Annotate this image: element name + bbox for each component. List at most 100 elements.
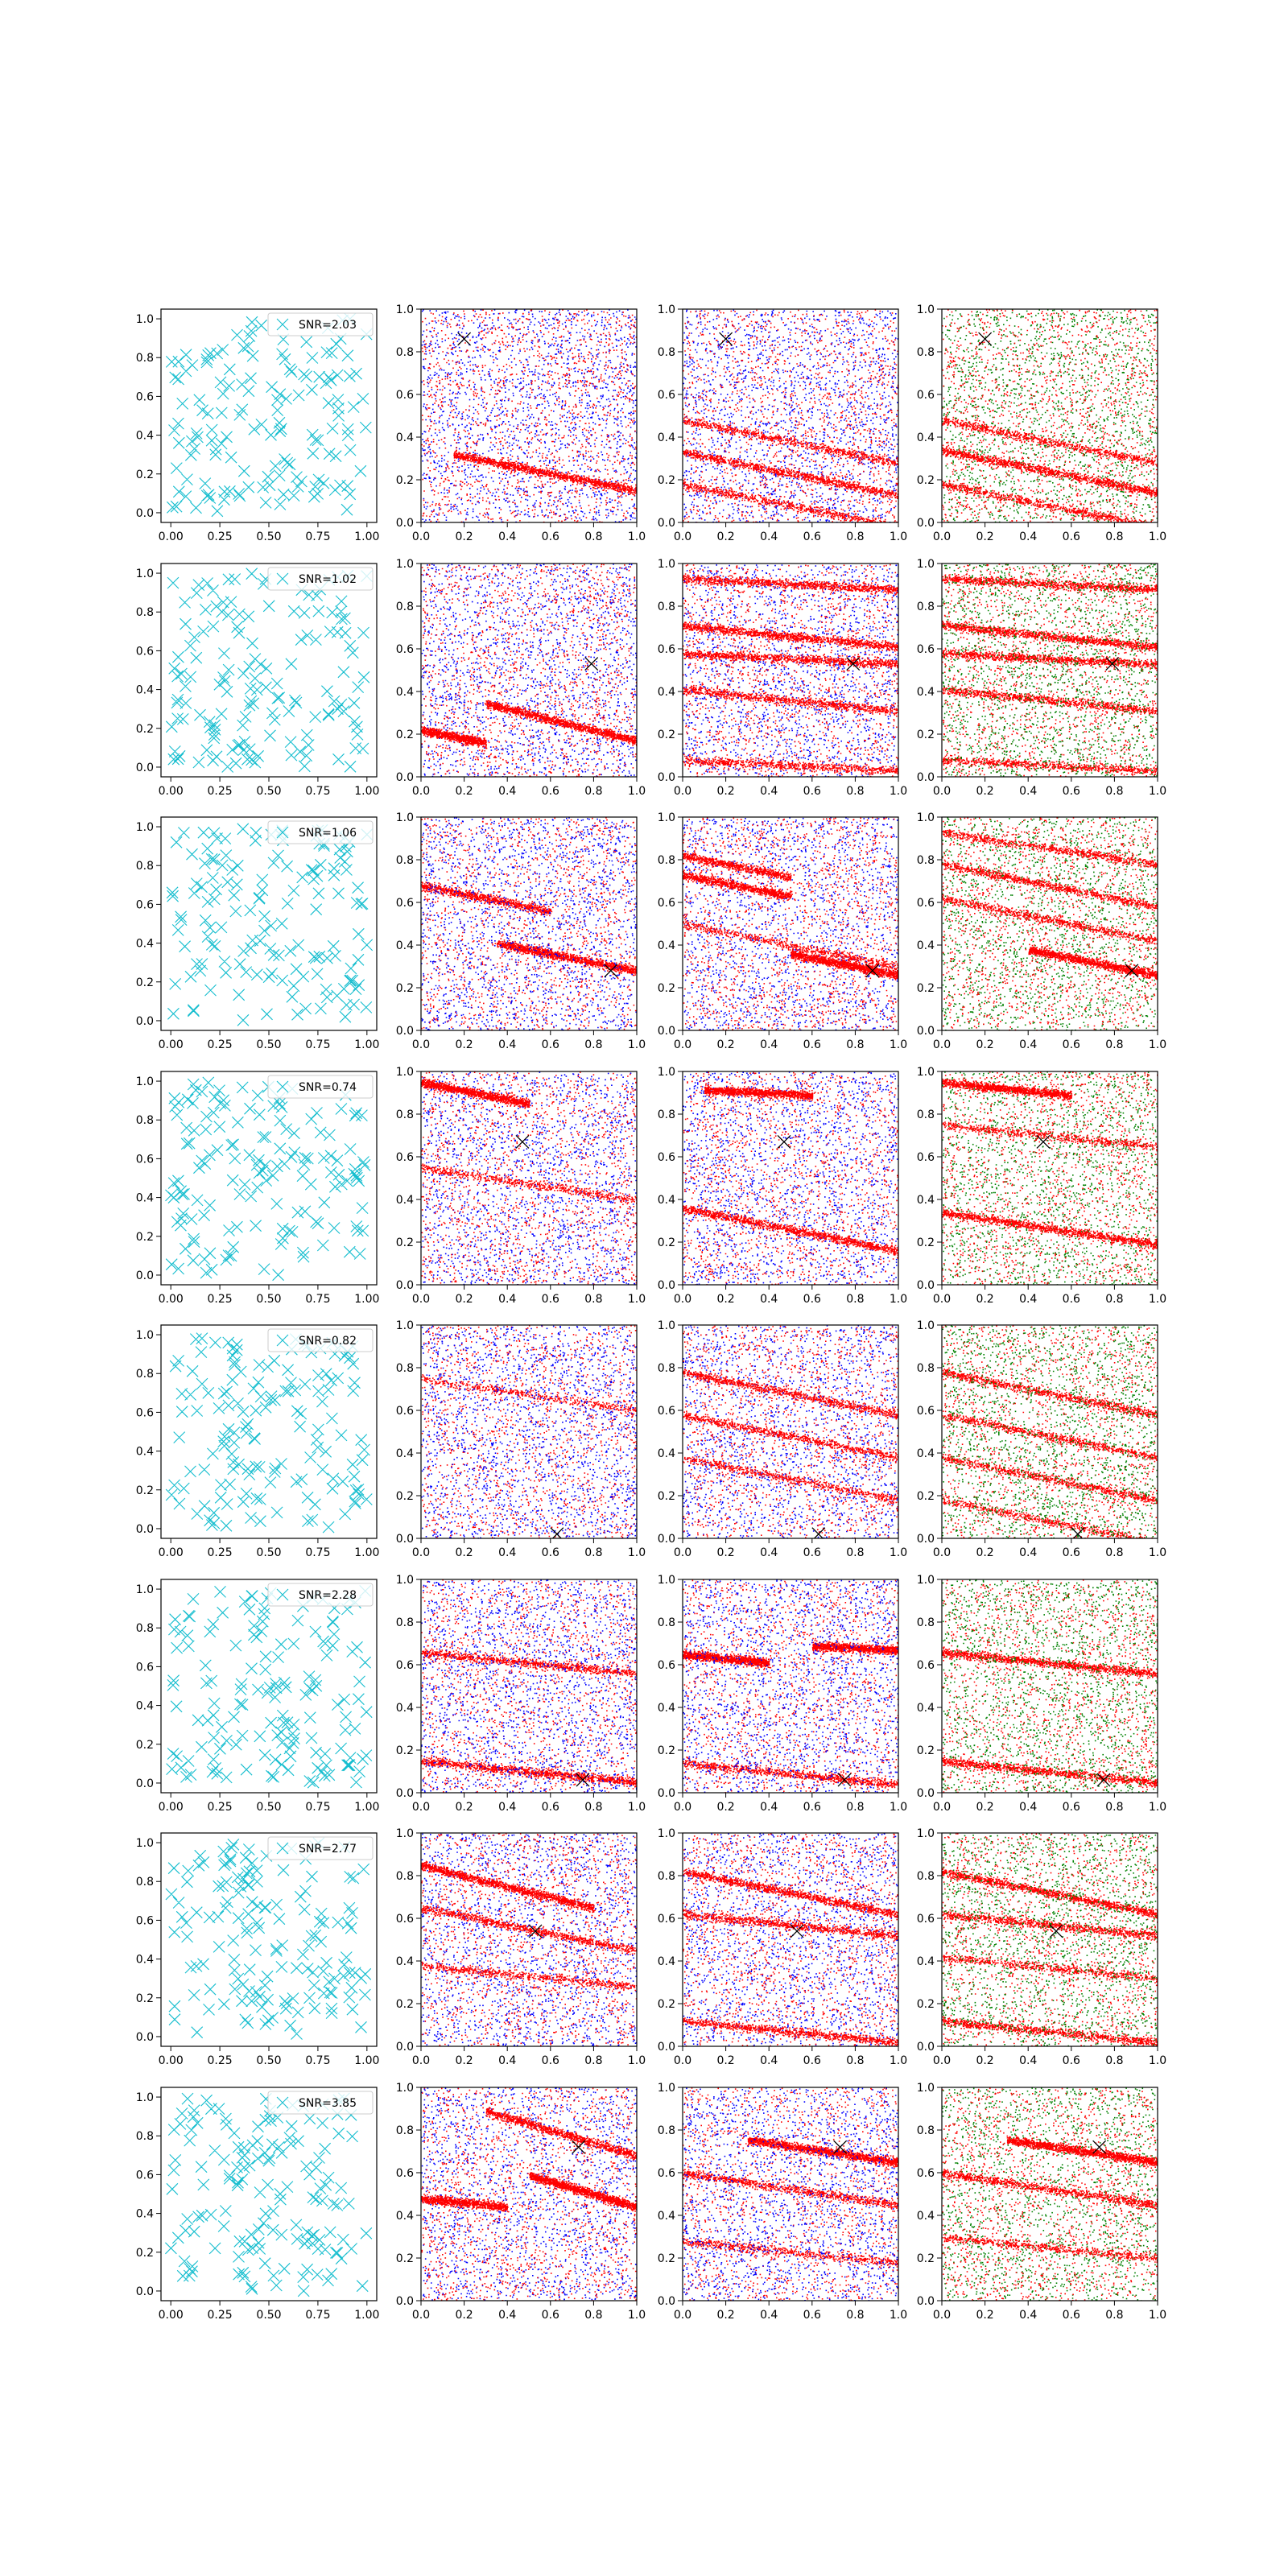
row6-density-red-blue-b-plot-area [683, 1579, 899, 1794]
row3-density-red-blue-b-xtick-label: 0.0 [674, 1038, 691, 1051]
row4-density-red-blue-b-ytick-label: 1.0 [658, 1066, 675, 1079]
row5-density-red-blue-b-xtick-label: 0.4 [760, 1546, 778, 1559]
row2-density-red-blue-b-ytick-label: 0.4 [658, 686, 675, 699]
row5-density-red-green-ytick-label: 0.4 [917, 1447, 935, 1460]
row2-samples-xtick-label: 0.00 [159, 785, 184, 798]
row5-density-red-blue-b-red-dots [683, 1326, 900, 1540]
row7-density-red-green-xtick-label: 0.6 [1063, 2054, 1080, 2067]
row7-density-red-blue-a-ytick-label: 0.2 [396, 1998, 414, 2011]
row4-density-red-green-ytick-label: 0.4 [917, 1194, 935, 1207]
row4-samples-ytick-label: 0.6 [136, 1153, 154, 1166]
row5-samples-panel: 0.00 0.25 0.50 0.75 1.000.00.20.40.60.81.0 SN… [136, 1325, 380, 1559]
row7-samples-ytick-label: 0.0 [136, 2031, 154, 2044]
row7-density-red-blue-b-ytick-label: 0.4 [658, 1955, 675, 1968]
row8-samples-xtick-label: 0.00 [159, 2309, 184, 2322]
row4-samples-legend-label: SNR=0.74 [299, 1081, 357, 1094]
row2-density-red-blue-a-xtick-label: 0.4 [498, 785, 516, 798]
row5-samples-legend: SNR=0.82 [268, 1329, 373, 1352]
row3-samples-ytick-label: 0.6 [136, 898, 154, 911]
row6-samples-ytick-label: 1.0 [136, 1583, 154, 1596]
row4-density-red-blue-b-frame [683, 1071, 898, 1285]
row6-density-red-blue-b-xtick-label: 1.0 [890, 1801, 907, 1814]
row7-density-red-blue-a-ytick-label: 0.8 [396, 1870, 414, 1883]
row1-density-red-blue-b-xtick-label: 0.8 [846, 530, 864, 543]
row5-density-red-blue-a-ytick-label: 0.8 [396, 1362, 414, 1375]
row5-density-red-blue-a-xtick-label: 0.0 [412, 1546, 430, 1559]
row4-samples-plot-area [166, 1077, 371, 1281]
row3-density-red-blue-b-ytick-label: 0.0 [658, 1025, 675, 1038]
row8-density-red-green-ytick-label: 0.2 [917, 2252, 935, 2265]
row7-samples-panel: 0.00 0.25 0.50 0.75 1.000.00.20.40.60.81.0 SN… [136, 1833, 380, 2067]
row5-samples-ytick-label: 0.2 [136, 1484, 154, 1497]
row7-samples-xtick-label: 0.25 [208, 2054, 233, 2067]
row4-density-red-green-ytick-label: 0.2 [917, 1236, 935, 1249]
row4-density-red-green-xtick-label: 0.2 [976, 1293, 993, 1306]
row5-samples-ytick-label: 1.0 [136, 1329, 154, 1342]
row2-samples-plot-area [166, 568, 372, 773]
row2-density-red-green-ytick-label: 0.6 [917, 643, 935, 656]
row1-density-red-green-ytick-label: 0.0 [917, 517, 935, 530]
row4-density-red-blue-b-panel: 0.0 0.2 0.4 0.6 0.8 1.00.00.20.40.60.81.0 [658, 1066, 907, 1306]
row7-density-red-green-xtick-label: 0.2 [976, 2054, 993, 2067]
row5-samples-xtick-label: 0.25 [208, 1546, 233, 1559]
row5-density-red-green-ytick-label: 1.0 [917, 1319, 935, 1332]
row2-samples-panel: 0.00 0.25 0.50 0.75 1.000.00.20.40.60.81.0 SN… [136, 564, 380, 798]
row2-density-red-green-plot-area [942, 564, 1159, 778]
row6-density-red-blue-b-xtick-label: 0.8 [846, 1801, 864, 1814]
row3-samples-ytick-label: 1.0 [136, 821, 154, 834]
row3-samples-panel: 0.00 0.25 0.50 0.75 1.000.00.20.40.60.81.0 SN… [136, 817, 380, 1051]
row1-density-red-blue-a-xtick-label: 1.0 [628, 530, 646, 543]
row3-density-red-green-ytick-label: 0.6 [917, 897, 935, 910]
row4-samples-ytick-label: 0.0 [136, 1269, 154, 1282]
row4-density-red-green-xtick-label: 0.0 [933, 1293, 951, 1306]
row2-density-red-blue-a-ytick-label: 0.4 [396, 686, 414, 699]
row5-density-red-green-ytick-label: 0.8 [917, 1362, 935, 1375]
row6-density-red-green-xtick-label: 0.2 [976, 1801, 993, 1814]
row3-density-red-blue-b-xtick-label: 0.8 [846, 1038, 864, 1051]
row8-density-red-green-panel: 0.0 0.2 0.4 0.6 0.8 1.00.00.20.40.60.81.0 [917, 2082, 1166, 2322]
row4-density-red-blue-a-target-marker [516, 1135, 529, 1148]
row8-samples-plot-area [165, 2093, 372, 2297]
row7-density-red-blue-b-ytick-label: 0.2 [658, 1998, 675, 2011]
row5-density-red-blue-b-xtick-label: 0.2 [716, 1546, 734, 1559]
row7-density-red-blue-b-xtick-label: 0.2 [716, 2054, 734, 2067]
row8-density-red-blue-b-ytick-label: 1.0 [658, 2082, 675, 2095]
row6-density-red-blue-a-plot-area [421, 1579, 638, 1794]
row5-samples-ytick-label: 0.4 [136, 1446, 154, 1459]
row4-density-red-blue-b-xtick-label: 0.4 [760, 1293, 778, 1306]
row1-density-red-green-panel: 0.0 0.2 0.4 0.6 0.8 1.00.00.20.40.60.81.0 [917, 303, 1166, 543]
row7-samples-ytick-label: 0.6 [136, 1914, 154, 1927]
row6-samples-legend: SNR=2.28 [268, 1583, 373, 1606]
row1-density-red-blue-a-ytick-label: 0.0 [396, 517, 414, 530]
row8-density-red-green-ytick-label: 0.8 [917, 2124, 935, 2137]
row7-density-red-blue-b-ytick-label: 1.0 [658, 1827, 675, 1840]
row7-density-red-green-xtick-label: 0.4 [1019, 2054, 1037, 2067]
row1-density-red-blue-a-ytick-label: 0.6 [396, 389, 414, 402]
row1-samples-xtick-label: 0.25 [208, 530, 233, 543]
row2-density-red-blue-b-xtick-label: 0.8 [846, 785, 864, 798]
row2-density-red-blue-b-xtick-label: 0.4 [760, 785, 778, 798]
row1-density-red-blue-b-panel: 0.0 0.2 0.4 0.6 0.8 1.00.00.20.40.60.81.0 [658, 303, 907, 543]
row2-density-red-blue-b-panel: 0.0 0.2 0.4 0.6 0.8 1.00.00.20.40.60.81.0 [658, 558, 907, 798]
row1-density-red-blue-b-xtick-label: 0.0 [674, 530, 691, 543]
row1-samples-plot-area [166, 313, 372, 517]
row8-density-red-blue-a-xtick-label: 0.0 [412, 2309, 430, 2322]
row8-density-red-blue-b-ytick-label: 0.0 [658, 2295, 675, 2308]
row7-density-red-blue-a-xtick-label: 1.0 [628, 2054, 646, 2067]
row4-samples-x-markers [166, 1077, 371, 1281]
row3-samples-legend-label: SNR=1.06 [299, 827, 357, 840]
row8-density-red-blue-b-ytick-label: 0.6 [658, 2167, 675, 2180]
row5-samples-xtick-label: 0.75 [305, 1546, 330, 1559]
row4-density-red-green-ytick-label: 0.6 [917, 1151, 935, 1164]
row3-samples-xtick-label: 0.00 [159, 1038, 184, 1051]
row6-density-red-blue-a-xtick-label: 0.8 [584, 1801, 602, 1814]
row3-density-red-blue-a-ytick-label: 0.8 [396, 854, 414, 867]
row8-samples-ytick-label: 0.2 [136, 2247, 154, 2260]
row5-density-red-blue-a-ytick-label: 0.0 [396, 1533, 414, 1546]
row2-density-red-blue-a-xtick-label: 0.2 [455, 785, 473, 798]
row3-density-red-blue-b-xtick-label: 0.6 [803, 1038, 821, 1051]
row2-density-red-blue-b-ytick-label: 0.8 [658, 601, 675, 613]
row6-density-red-blue-b-ytick-label: 0.6 [658, 1659, 675, 1672]
row4-density-red-blue-b-plot-area [683, 1071, 900, 1286]
row5-density-red-blue-a-red-dots [421, 1325, 638, 1539]
